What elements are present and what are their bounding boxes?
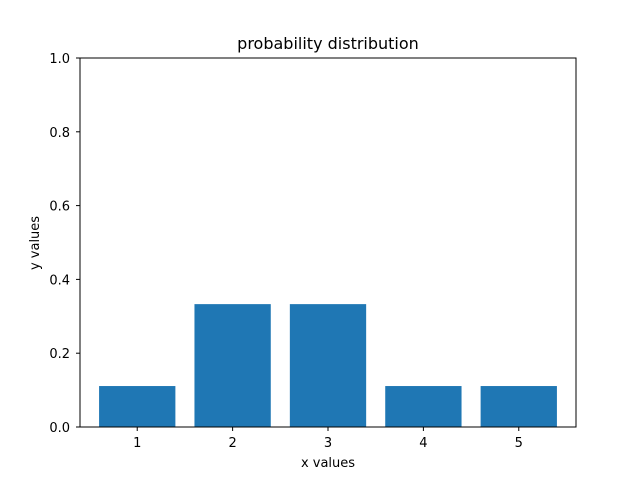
bar-4 bbox=[385, 386, 462, 427]
x-axis-ticks: 1 2 3 4 5 bbox=[133, 427, 523, 451]
y-tick-label: 0.6 bbox=[49, 200, 70, 215]
y-tick-label: 1.0 bbox=[49, 52, 70, 67]
y-tick-label: 0.4 bbox=[49, 273, 70, 288]
chart-title: probability distribution bbox=[237, 34, 419, 53]
bar-5 bbox=[480, 386, 557, 427]
y-axis-ticks: 0.0 0.2 0.4 0.6 0.8 1.0 bbox=[49, 52, 80, 436]
bar-3 bbox=[289, 304, 367, 427]
x-axis-label: x values bbox=[301, 456, 355, 471]
y-axis-label: y values bbox=[28, 216, 43, 270]
x-tick-label: 1 bbox=[133, 436, 141, 451]
bar-2 bbox=[194, 304, 271, 427]
y-tick-label: 0.8 bbox=[49, 126, 70, 141]
y-tick-label: 0.2 bbox=[49, 347, 70, 362]
x-tick-label: 2 bbox=[228, 436, 236, 451]
y-tick-label: 0.0 bbox=[49, 421, 70, 436]
bar-1 bbox=[99, 386, 176, 427]
x-tick-label: 3 bbox=[324, 436, 332, 451]
x-tick-label: 4 bbox=[419, 436, 427, 451]
x-tick-label: 5 bbox=[515, 436, 523, 451]
bars-group bbox=[99, 304, 557, 427]
plot-frame bbox=[79, 57, 577, 428]
